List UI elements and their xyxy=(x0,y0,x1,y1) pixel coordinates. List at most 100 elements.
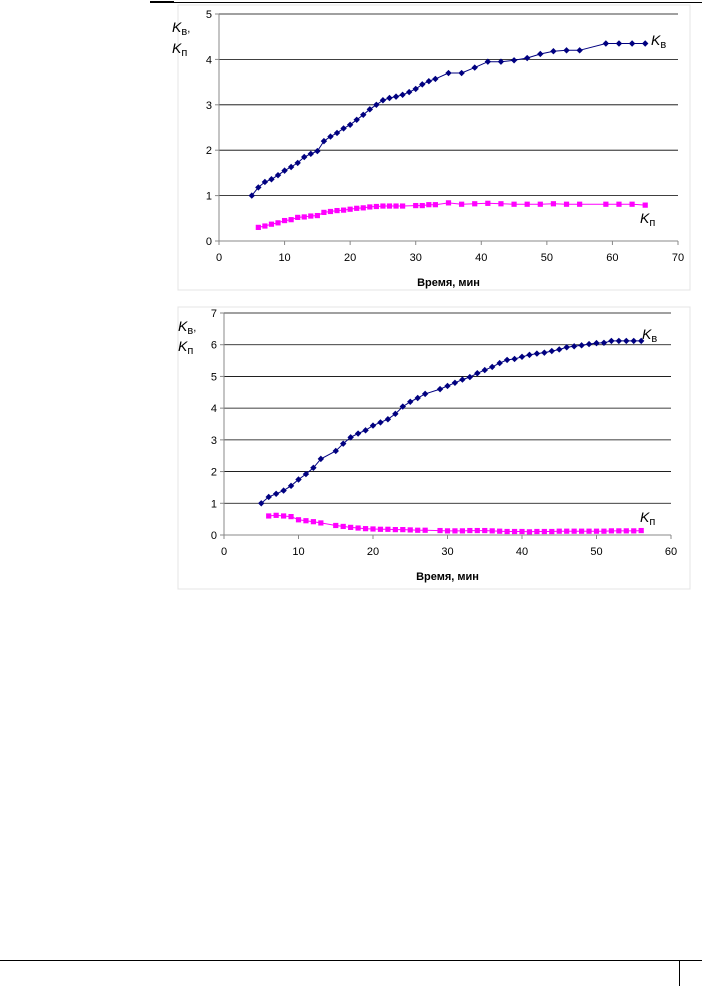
data-point-kp xyxy=(459,528,465,534)
data-point-kv xyxy=(466,373,474,381)
data-point-kp xyxy=(537,201,543,207)
data-point-kv xyxy=(369,422,377,429)
data-point-kp xyxy=(386,203,393,209)
data-point-kv xyxy=(600,339,608,347)
data-point-kp xyxy=(631,528,637,534)
y-tick-label: 2 xyxy=(211,467,217,479)
y-tick-label: 4 xyxy=(211,403,217,415)
data-point-kv xyxy=(489,363,496,371)
data-point-kp xyxy=(413,202,419,209)
x-tick-label: 0 xyxy=(221,546,227,558)
data-point-kp xyxy=(355,525,361,531)
data-point-kv xyxy=(366,106,374,113)
y-tick-label: 0 xyxy=(206,236,212,248)
data-point-kp xyxy=(266,513,272,519)
data-point-kv xyxy=(261,178,269,186)
data-point-kp xyxy=(603,201,609,207)
data-point-kp xyxy=(472,201,478,207)
y-axis-label-sub: в xyxy=(181,26,187,38)
data-point-kp xyxy=(511,201,517,207)
x-tick-label: 50 xyxy=(590,546,602,558)
data-point-kp xyxy=(377,526,384,532)
data-point-kp xyxy=(367,204,373,210)
data-point-kp xyxy=(310,519,316,525)
y-axis-label-suffix: , xyxy=(193,322,196,334)
data-point-kv xyxy=(414,394,421,402)
data-point-kv xyxy=(360,111,367,118)
y-axis-label: Kв, xyxy=(172,19,190,38)
data-point-kp xyxy=(415,527,421,533)
data-point-kv xyxy=(373,101,380,108)
data-point-kp xyxy=(327,208,334,215)
series-label-sub: п xyxy=(649,516,655,528)
data-point-kv xyxy=(347,434,354,441)
series-label-main: K xyxy=(640,509,650,525)
x-tick-label: 50 xyxy=(541,252,553,264)
data-point-kv xyxy=(510,57,518,64)
data-point-kp xyxy=(519,528,525,535)
data-point-kp xyxy=(452,528,458,534)
data-point-kv xyxy=(602,40,610,47)
y-axis-label: Kв, xyxy=(178,318,196,337)
data-point-kp xyxy=(564,528,570,534)
y-tick-label: 1 xyxy=(211,498,217,510)
data-point-kv xyxy=(392,93,400,100)
data-point-kv xyxy=(258,500,265,507)
data-point-kp xyxy=(444,528,451,534)
data-point-kp xyxy=(308,213,314,219)
data-point-kv xyxy=(294,159,301,167)
data-point-kp xyxy=(623,528,629,534)
data-point-kp xyxy=(380,203,386,209)
data-point-kv xyxy=(255,184,262,191)
data-point-kv xyxy=(384,416,392,423)
y-axis-label-sub: п xyxy=(181,47,187,59)
data-point-kv xyxy=(362,427,369,434)
data-point-kp xyxy=(334,207,340,214)
data-point-kp xyxy=(474,527,480,534)
data-point-kv xyxy=(399,403,406,410)
data-point-kv xyxy=(412,85,419,93)
data-point-kp xyxy=(497,528,503,534)
data-point-kp xyxy=(498,201,504,207)
data-point-kv xyxy=(550,48,557,55)
series-label-sub: п xyxy=(649,217,655,229)
page-number-box xyxy=(679,960,701,986)
x-tick-label: 30 xyxy=(441,546,453,558)
data-point-kv xyxy=(346,121,354,128)
y-tick-label: 4 xyxy=(206,54,212,66)
data-point-kp xyxy=(419,202,425,209)
data-point-kp xyxy=(445,200,452,206)
data-point-kp xyxy=(407,527,413,533)
data-point-kp xyxy=(385,526,391,532)
data-point-kp xyxy=(642,202,648,208)
data-point-kp xyxy=(400,203,406,209)
data-point-kp xyxy=(255,224,261,230)
data-point-kv xyxy=(578,342,585,349)
data-point-kp xyxy=(340,523,346,530)
data-point-kv xyxy=(518,353,526,360)
data-point-kp xyxy=(273,512,279,518)
data-point-kp xyxy=(262,223,268,229)
data-point-kp xyxy=(616,201,622,207)
data-point-kp xyxy=(524,201,530,207)
data-point-kp xyxy=(392,527,398,533)
data-point-kp xyxy=(370,526,376,532)
data-point-kp xyxy=(601,528,607,534)
data-point-kv xyxy=(497,58,505,65)
data-point-kv xyxy=(537,50,544,58)
data-point-kv xyxy=(503,356,511,364)
x-tick-label: 30 xyxy=(410,252,422,264)
data-point-kv xyxy=(563,47,570,54)
series-label: Kв xyxy=(651,32,666,51)
y-tick-label: 6 xyxy=(211,340,217,352)
data-point-kv xyxy=(593,339,600,347)
x-tick-label: 20 xyxy=(344,252,356,264)
data-point-kv xyxy=(563,344,570,351)
chart-frame xyxy=(177,306,691,590)
data-point-kv xyxy=(425,77,433,85)
y-axis-label-main: K xyxy=(178,338,188,354)
series-label: Kп xyxy=(640,509,655,528)
x-tick-label: 20 xyxy=(367,546,379,558)
data-point-kv xyxy=(511,355,518,363)
